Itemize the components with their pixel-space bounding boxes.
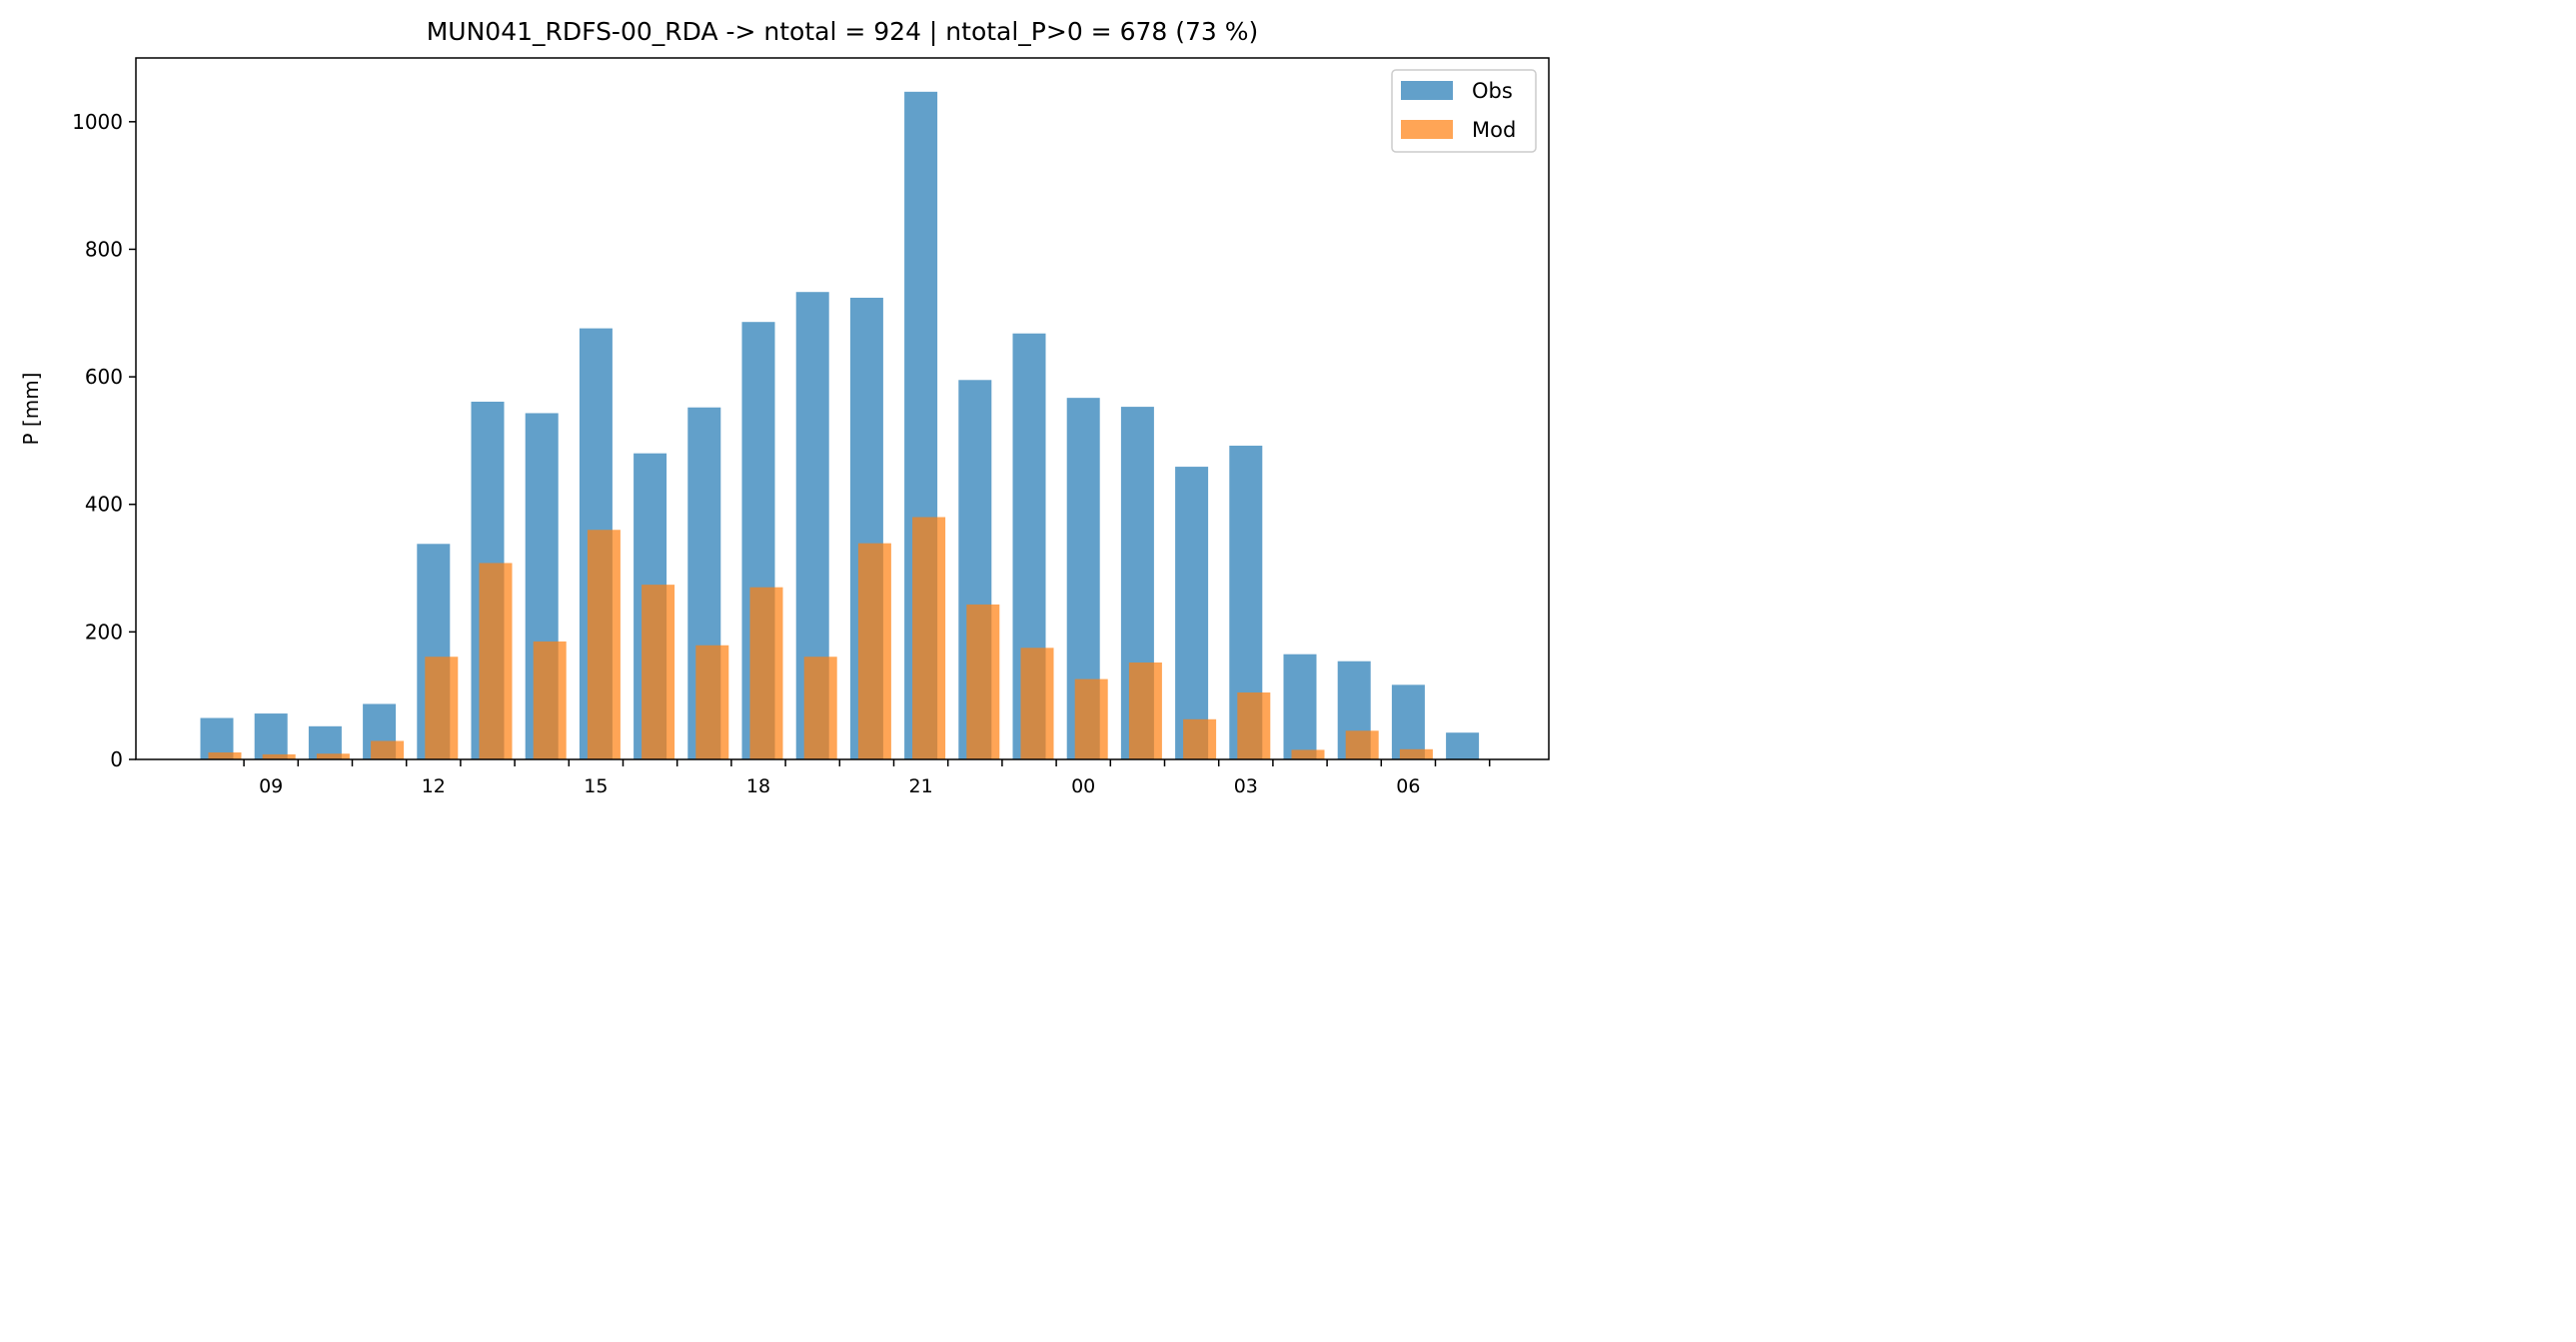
bar-mod-04 xyxy=(1291,749,1325,759)
x-tick-label: 06 xyxy=(1396,775,1420,797)
bar-mod-20 xyxy=(857,543,891,759)
bar-mod-00 xyxy=(1074,678,1108,759)
bar-mod-11 xyxy=(371,740,405,759)
bar-mod-17 xyxy=(695,645,729,759)
legend-swatch-mod xyxy=(1401,120,1453,139)
bar-obs-04 xyxy=(1283,654,1317,759)
bar-mod-23 xyxy=(1020,648,1054,759)
bar-mod-13 xyxy=(479,563,513,759)
y-axis-label: P [mm] xyxy=(19,373,43,446)
bar-mod-19 xyxy=(803,657,837,759)
bar-mod-12 xyxy=(425,657,459,759)
bar-mod-01 xyxy=(1128,662,1162,759)
y-tick-label: 1000 xyxy=(72,110,123,134)
bar-obs-02 xyxy=(1175,467,1209,759)
bar-mod-16 xyxy=(642,585,675,759)
axes-layer: 0 200 400 600 800 1000 09 12 15 18 21 00 03 06 xyxy=(72,57,1550,797)
x-tick-label: 18 xyxy=(746,775,770,797)
legend-label-obs: Obs xyxy=(1472,79,1513,103)
bar-mod-05 xyxy=(1345,730,1379,759)
bar-mod-21 xyxy=(912,517,946,759)
plot-frame xyxy=(135,57,1550,760)
bar-obs-07 xyxy=(1446,732,1480,759)
bar-mod-22 xyxy=(966,604,1000,759)
x-tick-label: 00 xyxy=(1071,775,1095,797)
bar-obs-09 xyxy=(254,713,288,759)
legend: Obs Mod xyxy=(1391,69,1537,153)
bar-mod-14 xyxy=(533,641,567,759)
bar-mod-08 xyxy=(208,751,242,759)
bar-mod-03 xyxy=(1237,691,1271,759)
bar-mod-15 xyxy=(587,530,621,759)
bar-mod-10 xyxy=(316,753,350,759)
x-tick-label: 03 xyxy=(1234,775,1258,797)
bar-mod-02 xyxy=(1183,718,1217,759)
x-tick-label: 09 xyxy=(259,775,283,797)
chart-container: MUN041_RDFS-00_RDA -> ntotal = 924 | nto… xyxy=(0,0,1563,818)
y-tick-label: 400 xyxy=(85,493,123,517)
bar-obs-06 xyxy=(1391,684,1425,759)
bar-mod-09 xyxy=(262,753,296,759)
bars-layer xyxy=(200,91,1480,760)
y-tick-label: 0 xyxy=(110,747,123,771)
legend-label-mod: Mod xyxy=(1472,118,1516,142)
chart-title: MUN041_RDFS-00_RDA -> ntotal = 924 | nto… xyxy=(427,17,1259,46)
x-tick-label: 15 xyxy=(584,775,608,797)
legend-swatch-obs xyxy=(1401,81,1453,100)
x-tick-label: 12 xyxy=(422,775,446,797)
y-tick-label: 600 xyxy=(85,365,123,389)
y-tick-label: 800 xyxy=(85,237,123,261)
x-tick-label: 21 xyxy=(909,775,933,797)
bar-mod-06 xyxy=(1399,748,1433,759)
bar-chart: MUN041_RDFS-00_RDA -> ntotal = 924 | nto… xyxy=(19,17,1550,797)
y-tick-label: 200 xyxy=(85,620,123,644)
bar-mod-18 xyxy=(749,587,783,759)
